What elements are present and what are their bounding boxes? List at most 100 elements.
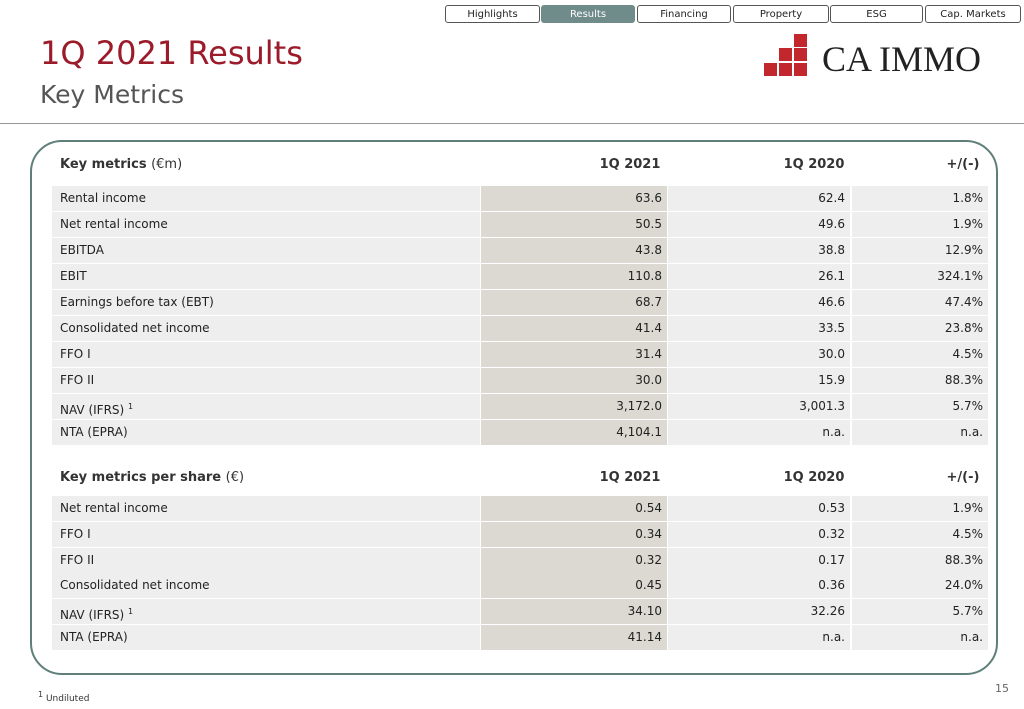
row-label-text: Earnings before tax (EBT) <box>60 295 214 309</box>
row-label-text: Net rental income <box>60 501 168 515</box>
value-cell: 30.0 <box>481 368 667 393</box>
logo-text: CA IMMO <box>822 39 982 79</box>
value-cell: 0.36 <box>668 573 850 599</box>
row-label-text: NTA (EPRA) <box>60 425 128 439</box>
value-cell: 1.9% <box>852 212 988 237</box>
value-cell: 15.9 <box>668 368 850 393</box>
column-header: +/(-) <box>946 157 980 172</box>
value-cell: 0.34 <box>481 521 667 547</box>
nav-tab[interactable]: Highlights <box>445 5 540 23</box>
value-cell: 49.6 <box>668 212 850 237</box>
value-cell: 4,104.1 <box>481 420 667 445</box>
value-cell: 43.8 <box>481 238 667 263</box>
value-cell: 0.17 <box>668 547 850 573</box>
row-label-text: NAV (IFRS) <box>60 403 125 417</box>
row-label: Net rental income <box>52 496 480 521</box>
subtitle: Key Metrics <box>40 80 185 109</box>
row-label-text: FFO II <box>60 552 95 567</box>
value-cell: n.a. <box>852 625 988 650</box>
table-frame <box>30 140 998 675</box>
value-cell: 1.8% <box>852 186 988 211</box>
row-label-text: Rental income <box>60 191 146 205</box>
row-label-text: FFO II <box>60 373 95 387</box>
value-cell: 4.5% <box>852 521 988 547</box>
row-label: NTA (EPRA) <box>52 420 480 445</box>
value-cell: 31.4 <box>481 342 667 367</box>
value-cell: 33.5 <box>668 316 850 341</box>
row-label: FFO II <box>52 547 480 573</box>
nav-tab[interactable]: Cap. Markets <box>925 5 1021 23</box>
value-cell: 63.6 <box>481 186 667 211</box>
value-cell: n.a. <box>852 420 988 445</box>
row-label-text: NTA (EPRA) <box>60 630 128 644</box>
row-label: NAV (IFRS) 1 <box>52 599 480 625</box>
column-header: 1Q 2020 <box>783 157 845 172</box>
value-cell: 3,172.0 <box>481 394 667 419</box>
column-header: 1Q 2021 <box>599 157 661 172</box>
value-cell: 34.10 <box>481 599 667 625</box>
value-cell: 38.8 <box>668 238 850 263</box>
value-cell: n.a. <box>668 420 850 445</box>
value-cell: 24.0% <box>852 573 988 599</box>
value-cell: 5.7% <box>852 394 988 419</box>
nav-tab[interactable]: Results <box>541 5 635 23</box>
page-number: 15 <box>995 682 1009 695</box>
row-label-text: Consolidated net income <box>60 321 210 335</box>
value-cell: 0.32 <box>668 521 850 547</box>
nav-tab[interactable]: Property <box>733 5 829 23</box>
value-cell: 30.0 <box>668 342 850 367</box>
row-label-text: EBITDA <box>60 243 104 257</box>
row-label: Rental income <box>52 186 480 211</box>
row-label: EBITDA <box>52 238 480 263</box>
row-label-text: FFO I <box>60 347 91 361</box>
table-title: Key metrics per share (€) <box>60 468 244 488</box>
footnote: 1 Undiluted <box>38 690 90 704</box>
table-title-text: Key metrics <box>60 157 147 172</box>
row-label: NTA (EPRA) <box>52 625 480 650</box>
row-label: Consolidated net income <box>52 316 480 341</box>
table-unit: (€) <box>225 470 245 485</box>
value-cell: 41.14 <box>481 625 667 650</box>
value-cell: 0.32 <box>481 547 667 573</box>
note-marker: 1 <box>128 607 134 617</box>
value-cell: 62.4 <box>668 186 850 211</box>
row-label: FFO II <box>52 368 480 393</box>
row-label-text: Net rental income <box>60 217 168 231</box>
value-cell: n.a. <box>668 625 850 650</box>
logo-mark <box>764 34 807 76</box>
row-label-text: FFO I <box>60 526 91 541</box>
table-title-text: Key metrics per share <box>60 470 222 485</box>
row-label: Earnings before tax (EBT) <box>52 290 480 315</box>
nav-tab[interactable]: ESG <box>830 5 923 23</box>
column-header: 1Q 2021 <box>599 470 661 485</box>
table-title: Key metrics (€m) <box>60 155 182 175</box>
divider <box>0 123 1024 124</box>
value-cell: 50.5 <box>481 212 667 237</box>
value-cell: 5.7% <box>852 599 988 625</box>
table-unit: (€m) <box>151 157 183 172</box>
value-cell: 47.4% <box>852 290 988 315</box>
value-cell: 46.6 <box>668 290 850 315</box>
row-label: FFO I <box>52 521 480 547</box>
value-cell: 324.1% <box>852 264 988 289</box>
value-cell: 3,001.3 <box>668 394 850 419</box>
value-cell: 1.9% <box>852 496 988 521</box>
column-header: 1Q 2020 <box>783 470 845 485</box>
value-cell: 88.3% <box>852 547 988 573</box>
value-cell: 0.45 <box>481 573 667 599</box>
value-cell: 4.5% <box>852 342 988 367</box>
row-label: Net rental income <box>52 212 480 237</box>
row-label-text: EBIT <box>60 269 87 283</box>
value-cell: 32.26 <box>668 599 850 625</box>
row-label: NAV (IFRS) 1 <box>52 394 480 419</box>
title: 1Q 2021 Results <box>40 34 303 72</box>
value-cell: 26.1 <box>668 264 850 289</box>
row-label-text: Consolidated net income <box>60 578 210 593</box>
value-cell: 0.53 <box>668 496 850 521</box>
nav-tab[interactable]: Financing <box>637 5 731 23</box>
value-cell: 12.9% <box>852 238 988 263</box>
value-cell: 0.54 <box>481 496 667 521</box>
column-header: +/(-) <box>946 470 980 485</box>
value-cell: 88.3% <box>852 368 988 393</box>
